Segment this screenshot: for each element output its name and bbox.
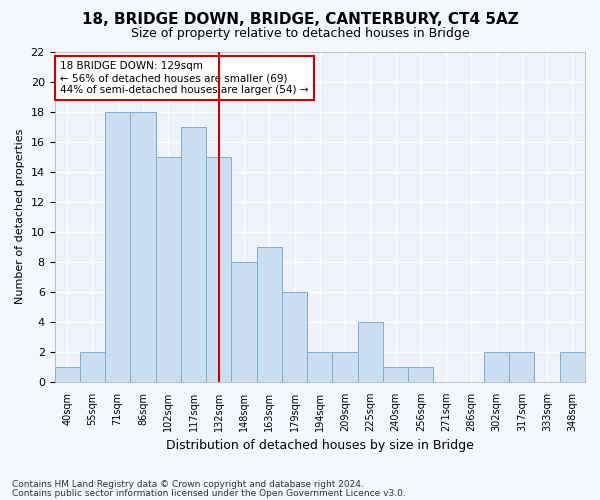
Text: Contains public sector information licensed under the Open Government Licence v3: Contains public sector information licen… — [12, 488, 406, 498]
Bar — [181, 126, 206, 382]
Bar — [509, 352, 535, 382]
Bar — [307, 352, 332, 382]
Bar — [206, 156, 232, 382]
Bar — [484, 352, 509, 382]
Bar — [155, 156, 181, 382]
Text: 18 BRIDGE DOWN: 129sqm
← 56% of detached houses are smaller (69)
44% of semi-det: 18 BRIDGE DOWN: 129sqm ← 56% of detached… — [60, 62, 308, 94]
X-axis label: Distribution of detached houses by size in Bridge: Distribution of detached houses by size … — [166, 440, 474, 452]
Y-axis label: Number of detached properties: Number of detached properties — [15, 129, 25, 304]
Bar — [55, 367, 80, 382]
Bar — [560, 352, 585, 382]
Bar — [232, 262, 257, 382]
Text: Size of property relative to detached houses in Bridge: Size of property relative to detached ho… — [131, 28, 469, 40]
Bar — [257, 247, 282, 382]
Text: 18, BRIDGE DOWN, BRIDGE, CANTERBURY, CT4 5AZ: 18, BRIDGE DOWN, BRIDGE, CANTERBURY, CT4… — [82, 12, 518, 28]
Bar — [383, 367, 408, 382]
Bar — [80, 352, 105, 382]
Bar — [130, 112, 155, 382]
Bar — [282, 292, 307, 382]
Bar — [408, 367, 433, 382]
Bar — [105, 112, 130, 382]
Bar — [358, 322, 383, 382]
Text: Contains HM Land Registry data © Crown copyright and database right 2024.: Contains HM Land Registry data © Crown c… — [12, 480, 364, 489]
Bar — [332, 352, 358, 382]
